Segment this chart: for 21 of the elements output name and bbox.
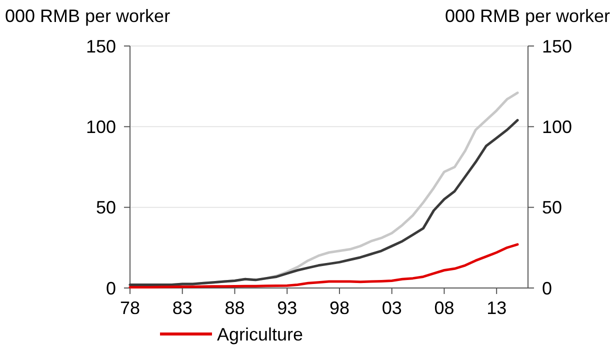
legend-label: Agriculture xyxy=(217,324,304,344)
x-tick-label: 78 xyxy=(120,298,140,318)
y2-tick-label: 0 xyxy=(542,278,552,298)
y-axis-title: 000 RMB per worker xyxy=(5,6,170,26)
line-series xyxy=(128,118,519,286)
x-tick-label: 83 xyxy=(172,298,192,318)
y2-tick-label: 100 xyxy=(542,116,572,137)
y-tick-label: 0 xyxy=(106,278,116,298)
line-series xyxy=(128,243,519,288)
x-tick-label: 03 xyxy=(382,298,402,318)
y2-tick-label: 50 xyxy=(542,198,562,218)
y2-tick-label: 150 xyxy=(542,36,572,56)
x-tick-label: 08 xyxy=(434,298,454,318)
y2-axis-title: 000 RMB per worker xyxy=(444,6,610,26)
x-tick-label: 13 xyxy=(486,298,507,318)
x-tick-label: 93 xyxy=(277,298,298,318)
x-tick-label: 98 xyxy=(329,298,350,318)
y-tick-label: 100 xyxy=(86,116,116,137)
y-tick-label: 50 xyxy=(96,198,116,218)
x-tick-label: 88 xyxy=(224,298,245,318)
y-tick-label: 150 xyxy=(86,36,116,56)
